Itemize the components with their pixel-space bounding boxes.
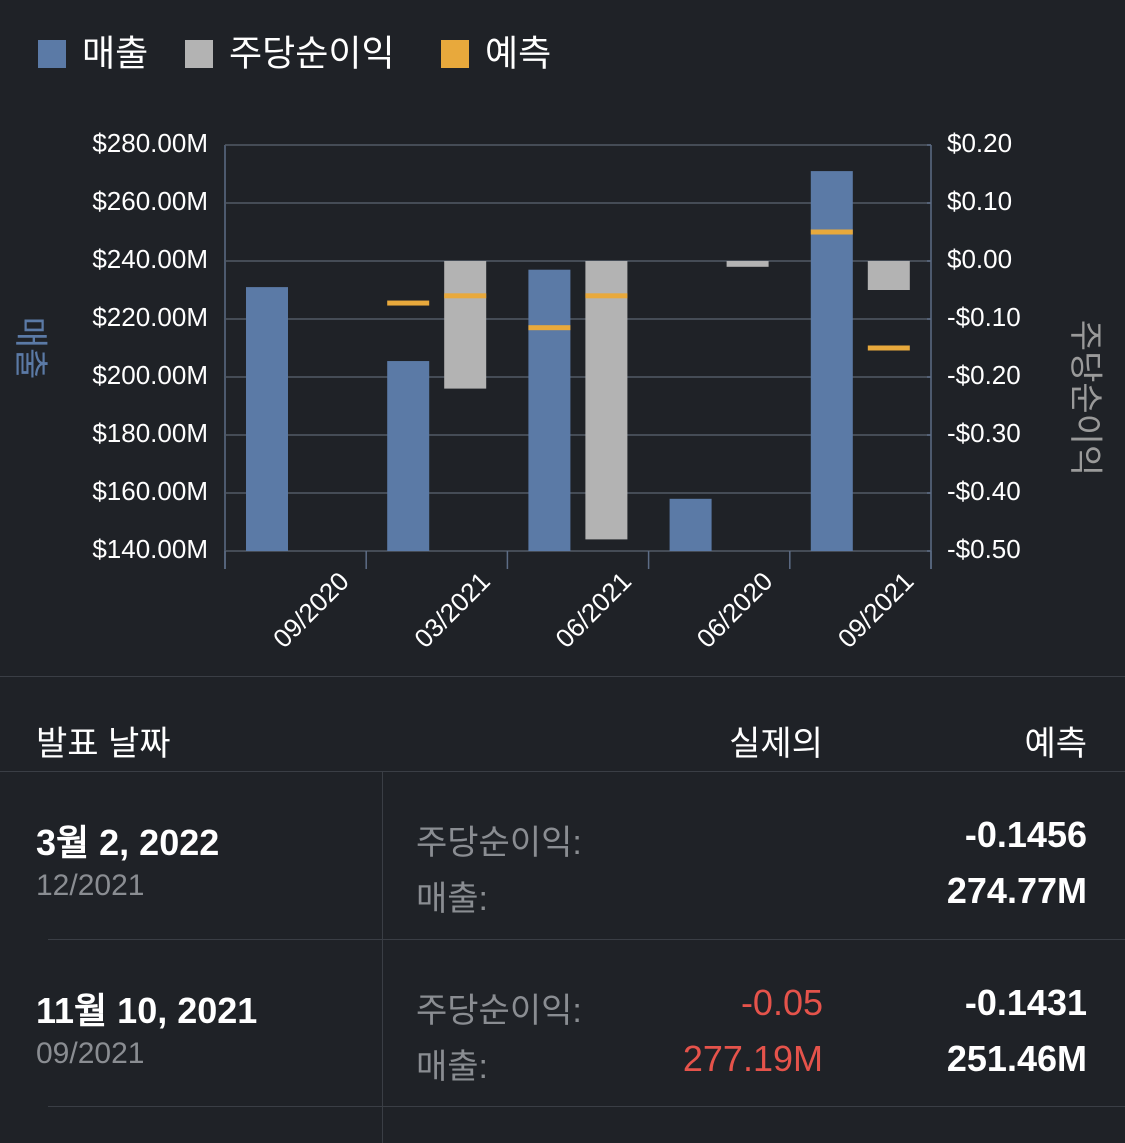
y-tick-label: $200.00M	[92, 360, 208, 390]
legend-swatch	[441, 40, 469, 68]
bar	[669, 498, 712, 551]
y-tick-label: $220.00M	[92, 302, 208, 332]
divider	[0, 676, 1125, 677]
header-forecast: 예측	[1024, 725, 1087, 763]
y2-tick-label: -$0.20	[947, 360, 1021, 390]
eps-forecast: -0.1431	[964, 982, 1087, 1023]
revenue-label: 매출:	[416, 1048, 489, 1086]
y2-tick-label: -$0.50	[947, 534, 1021, 564]
forecast-marker	[810, 229, 853, 235]
bar	[246, 287, 288, 551]
bar	[387, 361, 430, 551]
divider	[0, 771, 1125, 772]
legend-label: 예측	[485, 33, 551, 74]
column-divider	[382, 771, 383, 1143]
x-tick-label: 09/2021	[832, 566, 920, 654]
revenue-forecast: 251.46M	[946, 1038, 1087, 1079]
x-tick-label: 09/2020	[267, 566, 355, 654]
legend-label: 주당순이익	[229, 33, 395, 74]
forecast-marker	[585, 293, 628, 299]
legend: 매출 주당순이익 예측	[38, 33, 551, 74]
y-tick-label: $180.00M	[92, 418, 208, 448]
y2-tick-label: -$0.30	[947, 418, 1021, 448]
header-actual: 실제의	[729, 725, 823, 763]
bar	[726, 261, 769, 267]
eps-label: 주당순이익:	[416, 992, 582, 1030]
y-tick-label: $160.00M	[92, 476, 208, 506]
revenue-label: 매출:	[416, 880, 489, 918]
y2-tick-label: -$0.40	[947, 476, 1021, 506]
bar	[810, 171, 853, 551]
legend-label: 매출	[82, 33, 148, 74]
bar	[867, 261, 910, 290]
y-axis-label: 매출	[11, 317, 49, 380]
bar	[444, 261, 487, 389]
y-tick-label: $140.00M	[92, 534, 208, 564]
row-period: 09/2021	[36, 1037, 145, 1070]
row-date: 11월 10, 2021	[36, 990, 258, 1031]
x-tick-label: 06/2020	[691, 566, 779, 654]
y-tick-label: $260.00M	[92, 186, 208, 216]
forecast-marker	[444, 293, 487, 299]
x-tick-label: 06/2021	[549, 566, 637, 654]
eps-label: 주당순이익:	[416, 824, 582, 862]
y-tick-label: $240.00M	[92, 244, 208, 274]
y2-tick-label: -$0.10	[947, 302, 1021, 332]
legend-swatch	[38, 40, 66, 68]
eps-forecast: -0.1456	[964, 814, 1087, 855]
row-period: 12/2021	[36, 869, 145, 902]
bar	[585, 261, 628, 540]
legend-swatch	[185, 40, 213, 68]
y2-tick-label: $0.10	[947, 186, 1012, 216]
y2-tick-label: $0.20	[947, 128, 1012, 158]
divider	[48, 939, 1125, 940]
forecast-marker	[528, 325, 571, 331]
forecast-marker	[387, 300, 430, 306]
revenue-actual: 277.19M	[682, 1038, 823, 1079]
y2-axis-label: 주당순이익	[1066, 320, 1104, 476]
forecast-marker	[867, 345, 910, 351]
eps-actual: -0.05	[740, 982, 823, 1023]
y-tick-label: $280.00M	[92, 128, 208, 158]
bar	[528, 269, 571, 551]
row-date: 3월 2, 2022	[36, 822, 220, 863]
header-date: 발표 날짜	[36, 725, 171, 763]
x-tick-label: 03/2021	[408, 566, 496, 654]
revenue-forecast: 274.77M	[946, 870, 1087, 911]
divider	[48, 1106, 1125, 1107]
y2-tick-label: $0.00	[947, 244, 1012, 274]
chart: 매출 주당순이익 예측 매출 주당순이익 $140.00M$160.00M$180.…	[11, 33, 1104, 654]
